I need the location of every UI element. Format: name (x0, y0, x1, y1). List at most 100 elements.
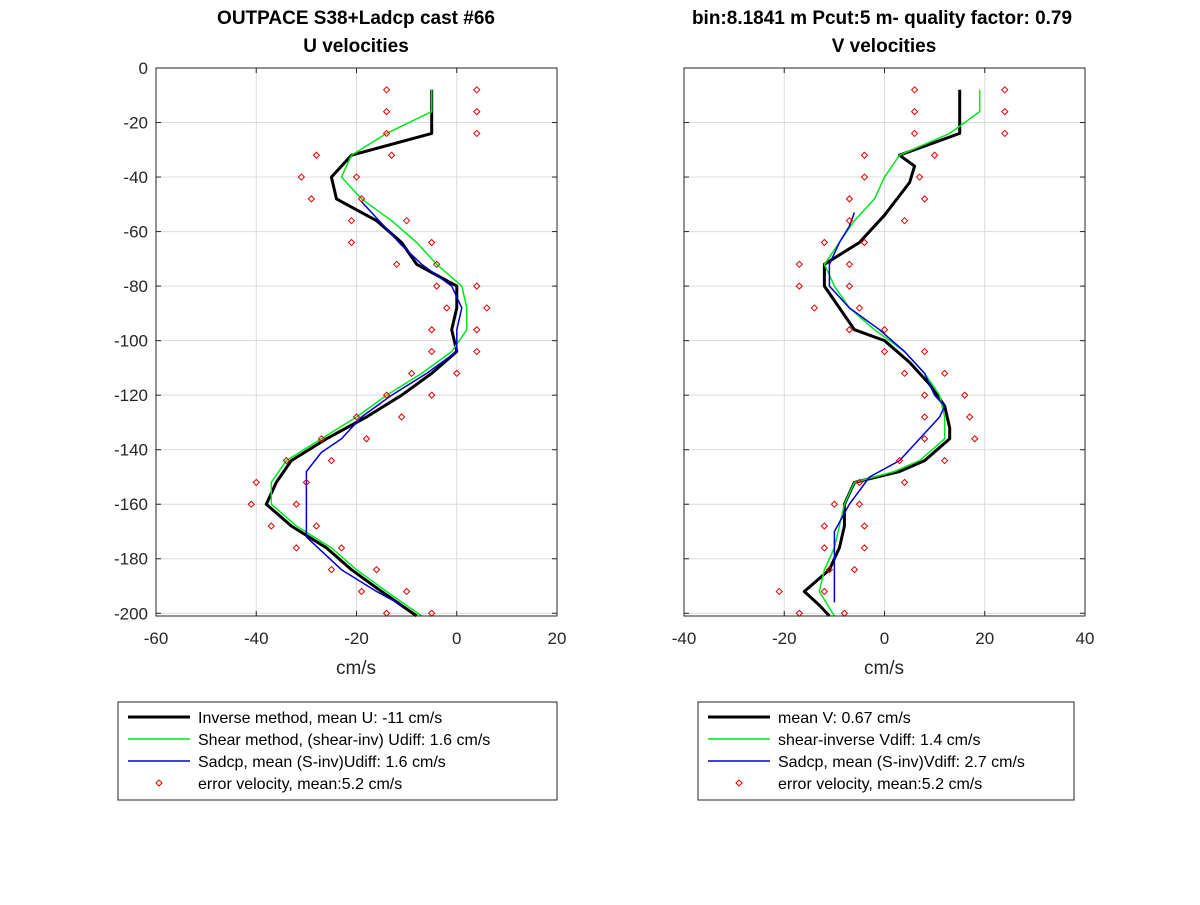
error-velocity-marker (382, 391, 391, 399)
y-tick-label: -120 (114, 386, 148, 405)
legend-label: error velocity, mean:5.2 cm/s (778, 776, 982, 793)
error-velocity-marker (443, 304, 451, 312)
panel-v-ticks: -40 -20 0 20 40 (672, 67, 1095, 648)
error-velocity-marker (860, 238, 869, 247)
error-velocity-marker (940, 456, 949, 465)
error-velocity-marker (247, 500, 255, 508)
series-shear-line (270, 89, 468, 617)
error-velocity-marker (327, 456, 336, 465)
error-velocity-marker (1001, 107, 1009, 116)
error-velocity-marker (267, 522, 275, 530)
error-velocity-marker (820, 544, 829, 552)
error-velocity-marker (307, 195, 316, 203)
panel-v-plot-area (775, 86, 1009, 618)
error-velocity-marker (362, 435, 371, 443)
error-velocity-marker (830, 500, 839, 508)
error-velocity-marker (427, 347, 436, 356)
error-velocity-marker (1001, 86, 1009, 94)
legend-label: shear-inverse Vdiff: 1.4 cm/s (778, 732, 980, 749)
panel-v-legend: mean V: 0.67 cm/s shear-inverse Vdiff: 1.… (697, 701, 1075, 801)
error-velocity-marker (850, 565, 859, 574)
error-velocity-marker (407, 369, 416, 378)
error-velocity-marker (357, 587, 366, 596)
error-velocity-marker (392, 260, 401, 269)
error-velocity-marker (910, 129, 919, 138)
y-tick-label: -60 (123, 223, 148, 242)
panel-v-xlabel: cm/s (864, 658, 904, 679)
y-tick-label: -200 (114, 604, 148, 623)
error-velocity-marker (427, 326, 436, 334)
error-velocity-marker (317, 435, 326, 443)
legend-box (117, 701, 558, 801)
error-velocity-marker (855, 304, 864, 312)
legend-label: Sadcp, mean (S-inv)Udiff: 1.6 cm/s (198, 754, 446, 771)
error-velocity-marker (337, 544, 346, 552)
error-velocity-marker (473, 107, 481, 116)
error-velocity-marker (292, 544, 301, 552)
legend-marker-error (155, 779, 163, 787)
legend-label: error velocity, mean:5.2 cm/s (198, 776, 402, 793)
panel-v-subtitle: V velocities (832, 36, 937, 57)
series-inverse-line (264, 89, 459, 618)
error-velocity-marker (820, 238, 829, 247)
error-velocity-marker (895, 456, 904, 465)
error-velocity-marker (382, 129, 391, 138)
panel-u-ticks: -60 -40 -20 0 200-20-40-60-80-100-120-140-16… (114, 59, 566, 648)
error-velocity-marker (910, 86, 919, 94)
error-velocity-marker (930, 151, 939, 159)
error-velocity-marker (795, 282, 803, 290)
error-velocity-marker (453, 369, 461, 378)
error-velocity-marker (473, 347, 481, 356)
x-tick-label: 40 (1076, 629, 1095, 648)
error-velocity-marker (920, 347, 929, 356)
error-velocity-marker (473, 129, 481, 138)
error-velocity-marker (820, 522, 829, 530)
error-velocity-marker (432, 260, 441, 269)
error-velocity-marker (327, 565, 336, 574)
error-velocity-marker (880, 326, 889, 334)
y-tick-label: -180 (114, 550, 148, 569)
error-velocity-marker (312, 151, 321, 159)
error-velocity-marker (920, 391, 929, 399)
y-tick-label: -20 (123, 114, 148, 133)
error-velocity-marker (920, 435, 929, 443)
error-velocity-marker (900, 369, 909, 378)
legend-label: Sadcp, mean (S-inv)Vdiff: 2.7 cm/s (778, 754, 1025, 771)
error-velocity-marker (845, 195, 854, 203)
error-velocity-marker (825, 565, 834, 574)
error-velocity-marker (900, 478, 909, 487)
error-velocity-marker (915, 173, 924, 181)
legend-label: Shear method, (shear-inv) Udiff: 1.6 cm/… (198, 732, 490, 749)
error-velocity-marker (473, 86, 481, 94)
error-velocity-marker (357, 195, 366, 203)
x-tick-label: 20 (975, 629, 994, 648)
error-velocity-marker (966, 413, 974, 421)
panel-v-title: bin:8.1841 m Pcut:5 m- quality factor: 0… (692, 8, 1072, 29)
x-tick-label: -40 (672, 629, 697, 648)
error-velocity-marker (971, 435, 979, 443)
error-velocity-marker (860, 544, 869, 552)
error-velocity-marker (795, 260, 803, 269)
error-velocity-marker (292, 500, 301, 508)
error-velocity-marker (940, 369, 949, 378)
series-sadcp-line (828, 212, 946, 603)
error-velocity-marker (860, 522, 869, 530)
error-velocity-marker (387, 151, 396, 159)
panel-u-grid (155, 68, 558, 616)
panel-u-title: OUTPACE S38+Ladcp cast #66 (217, 8, 495, 29)
x-tick-label: 0 (880, 629, 889, 648)
error-velocity-marker (855, 478, 864, 487)
error-velocity-marker (402, 587, 411, 596)
y-tick-label: 0 (139, 59, 148, 78)
x-tick-label: -20 (344, 629, 369, 648)
y-tick-label: -160 (114, 495, 148, 514)
error-velocity-marker (402, 216, 411, 225)
error-velocity-markers (247, 86, 491, 617)
x-tick-label: 20 (548, 629, 567, 648)
legend-label: Inverse method, mean U: -11 cm/s (198, 710, 442, 727)
error-velocity-marker (352, 173, 361, 181)
error-velocity-marker (432, 282, 441, 290)
panel-v: bin:8.1841 m Pcut:5 m- quality factor: 0… (672, 8, 1095, 801)
error-velocity-marker (860, 173, 869, 181)
error-velocity-marker (960, 391, 969, 399)
